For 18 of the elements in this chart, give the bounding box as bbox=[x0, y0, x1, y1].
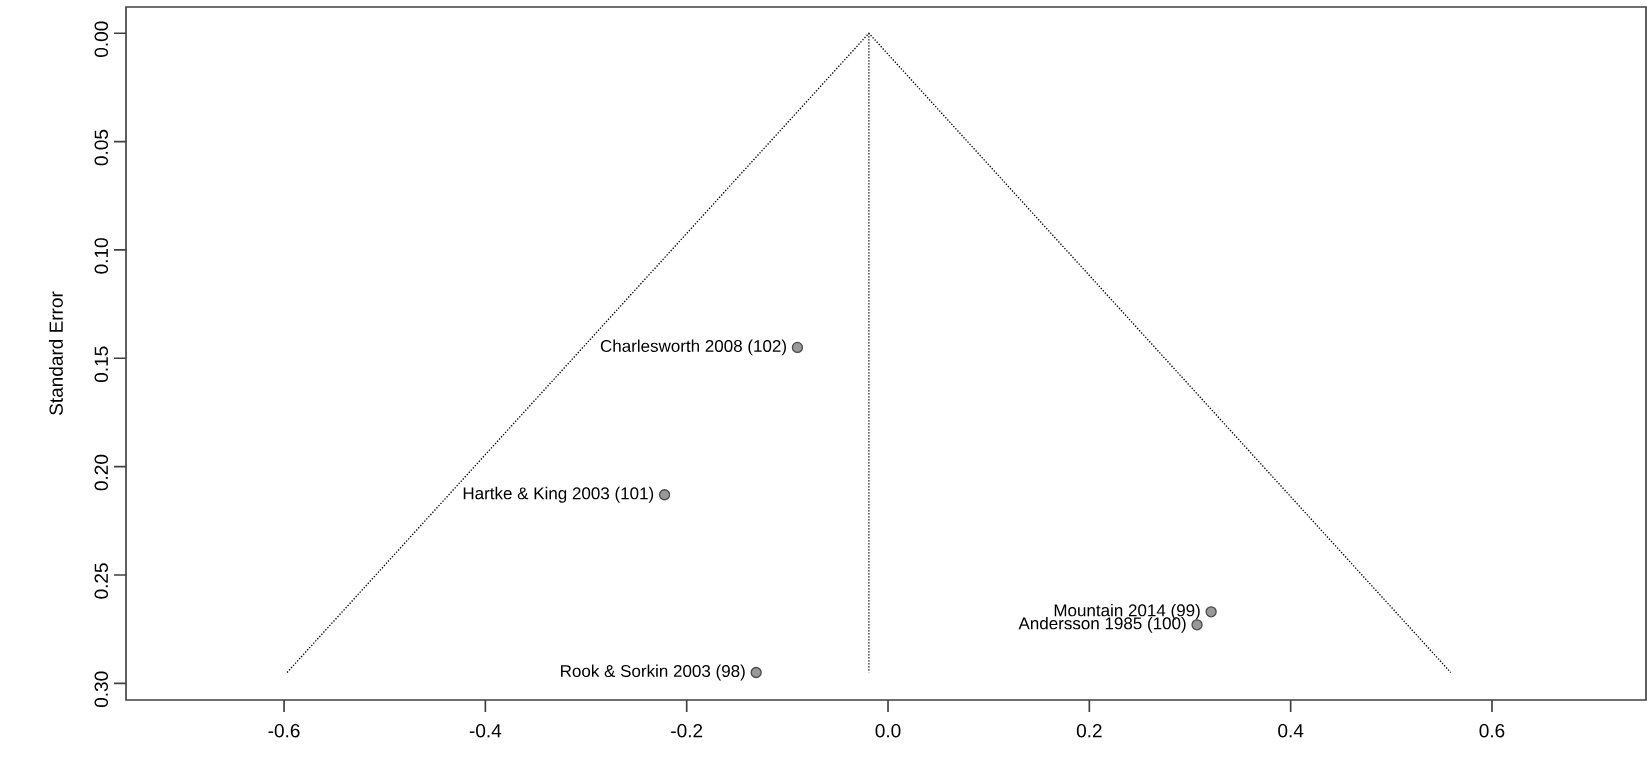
y-tick-label: 0.10 bbox=[94, 238, 109, 274]
annotation: Rook & Sorkin 2003 (98) bbox=[561, 664, 745, 681]
y-tick-label: 0.20 bbox=[94, 454, 109, 491]
x-tick-label: 0.4 bbox=[1278, 723, 1304, 738]
y-tick-label: 0.00 bbox=[94, 21, 109, 57]
x-tick-label: 0.2 bbox=[1076, 723, 1102, 738]
x-tick-label: 0.6 bbox=[1479, 723, 1505, 738]
y-tick-label: 0.25 bbox=[94, 563, 109, 599]
x-tick-label: 0.0 bbox=[875, 723, 901, 738]
y-tick-label: 0.15 bbox=[94, 346, 109, 383]
x-tick-label: -0.4 bbox=[469, 723, 502, 738]
y-axis-title: Standard Error bbox=[48, 291, 63, 415]
x-tick-label: -0.6 bbox=[268, 723, 300, 738]
x-tick-label: -0.2 bbox=[671, 723, 703, 738]
y-tick-label: 0.05 bbox=[94, 129, 109, 166]
y-tick-label: 0.30 bbox=[94, 671, 109, 708]
annotation: Hartke & King 2003 (101) bbox=[463, 486, 654, 503]
annotation: Charlesworth 2008 (102) bbox=[600, 339, 786, 356]
